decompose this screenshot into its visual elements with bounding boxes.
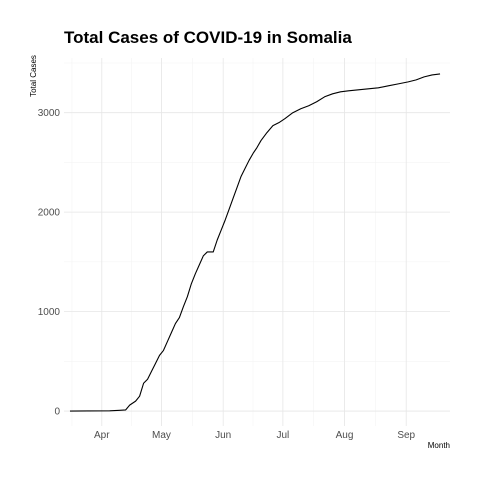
x-tick-label: Sep bbox=[397, 430, 415, 441]
y-tick-label: 0 bbox=[54, 407, 60, 418]
series-layer bbox=[69, 73, 441, 412]
x-tick-label: Aug bbox=[336, 430, 354, 441]
total-cases-line bbox=[69, 73, 441, 412]
grid-layer bbox=[64, 58, 450, 426]
y-tick-label: 2000 bbox=[38, 208, 61, 219]
x-tick-label: Jun bbox=[215, 430, 231, 441]
x-axis-label: Month bbox=[428, 441, 450, 450]
x-tick-label: Jul bbox=[276, 430, 289, 441]
y-tick-label: 3000 bbox=[38, 108, 61, 119]
x-tick-label: May bbox=[152, 430, 171, 441]
y-tick-label: 1000 bbox=[38, 307, 61, 318]
y-axis-label: Total Cases bbox=[29, 55, 38, 97]
chart-title: Total Cases of COVID-19 in Somalia bbox=[64, 28, 352, 47]
tick-layer: 0 1000 2000 3000 Apr May Jun Jul Aug Sep bbox=[38, 108, 416, 441]
x-tick-label: Apr bbox=[94, 430, 110, 441]
